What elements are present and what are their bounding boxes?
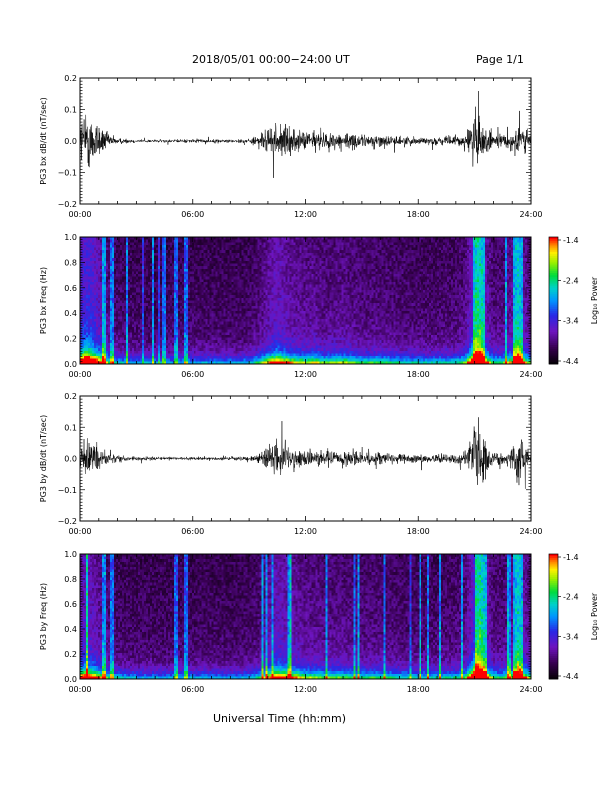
x-tick-label: 12:00 bbox=[294, 210, 317, 219]
y-tick-label: 0.2 bbox=[64, 650, 77, 659]
y-tick-label: 0.8 bbox=[64, 258, 77, 267]
x-tick-label: 24:00 bbox=[519, 527, 542, 536]
y-tick-label: 0.6 bbox=[64, 600, 77, 609]
colorbar-tick-label: -4.4 bbox=[563, 672, 579, 681]
colorbar-tick-label: -1.4 bbox=[563, 236, 579, 245]
x-tick-label: 00:00 bbox=[68, 370, 91, 379]
series-line bbox=[80, 91, 531, 178]
y-tick-label: 0.2 bbox=[64, 335, 77, 344]
y-tick-label: 0.2 bbox=[64, 392, 77, 401]
heatmap-cells bbox=[80, 237, 532, 365]
y-tick-label: 1.0 bbox=[64, 550, 77, 559]
y-tick-label: 0.0 bbox=[64, 455, 77, 464]
colorbar-tick-label: -4.4 bbox=[563, 357, 579, 366]
x-tick-label: 12:00 bbox=[294, 370, 317, 379]
x-tick-label: 06:00 bbox=[181, 370, 204, 379]
page-number: Page 1/1 bbox=[476, 53, 524, 66]
colorbar-tick-label: -2.4 bbox=[563, 593, 579, 602]
colorbar-tick-label: -3.4 bbox=[563, 317, 579, 326]
x-tick-label: 00:00 bbox=[68, 527, 91, 536]
colorbar: -1.4 -2.4 -3.4 -4.4 Log₁₀ Power bbox=[548, 553, 599, 681]
panel-3-axes: 00:00 06:00 12:00 18:00 24:00 0.2 0.1 0.0 −0.1 −0… bbox=[39, 392, 543, 536]
x-tick-label: 18:00 bbox=[407, 685, 430, 694]
colorbar-frame bbox=[548, 236, 559, 365]
y-axis-label: PG3 by Freq (Hz) bbox=[39, 583, 48, 650]
y-tick-label: −0.2 bbox=[58, 200, 77, 209]
x-tick-label: 24:00 bbox=[519, 210, 542, 219]
x-tick-label: 24:00 bbox=[519, 685, 542, 694]
y-tick-label: −0.2 bbox=[58, 517, 77, 526]
y-tick-label: 0.4 bbox=[64, 309, 77, 318]
colorbar-label: Log₁₀ Power bbox=[590, 276, 599, 324]
x-tick-label: 06:00 bbox=[181, 527, 204, 536]
y-tick-label: 0.0 bbox=[64, 137, 77, 146]
colorbar-tick-label: -3.4 bbox=[563, 632, 579, 641]
y-tick-label: −0.1 bbox=[58, 169, 77, 178]
x-tick-label: 12:00 bbox=[294, 527, 317, 536]
x-axis-label: Universal Time (hh:mm) bbox=[213, 712, 346, 725]
x-tick-label: 06:00 bbox=[181, 210, 204, 219]
x-tick-label: 06:00 bbox=[181, 685, 204, 694]
y-axis-label: PG3 bx Freq (Hz) bbox=[39, 267, 48, 334]
y-tick-label: 0.0 bbox=[64, 360, 77, 369]
colorbar: -1.4 -2.4 -3.4 -4.4 Log₁₀ Power bbox=[548, 236, 599, 366]
y-tick-label: 0.1 bbox=[64, 106, 77, 115]
x-tick-label: 00:00 bbox=[68, 210, 91, 219]
y-tick-label: 1.0 bbox=[64, 233, 77, 242]
x-tick-label: 12:00 bbox=[294, 685, 317, 694]
colorbar-tick-label: -2.4 bbox=[563, 276, 579, 285]
panel-4-axes: 00:00 06:00 12:00 18:00 24:00 1.0 0.8 0.6 0.4 0.2… bbox=[39, 550, 543, 694]
x-tick-label: 18:00 bbox=[407, 527, 430, 536]
y-tick-label: 0.2 bbox=[64, 74, 77, 83]
x-tick-label: 00:00 bbox=[68, 685, 91, 694]
y-tick-label: 0.4 bbox=[64, 625, 77, 634]
colorbar-tick-label: -1.4 bbox=[563, 553, 579, 562]
colorbar-frame bbox=[548, 553, 559, 680]
y-tick-label: 0.1 bbox=[64, 423, 77, 432]
x-tick-label: 18:00 bbox=[407, 370, 430, 379]
panel-2-axes: 00:00 06:00 12:00 18:00 24:00 1.0 0.8 0.6 0.4 0.2… bbox=[39, 233, 543, 379]
series-line bbox=[80, 417, 531, 489]
y-tick-label: 0.0 bbox=[64, 675, 77, 684]
x-tick-label: 24:00 bbox=[519, 370, 542, 379]
y-axis-label: PG3 bx dB/dt (nT/sec) bbox=[39, 97, 48, 184]
y-tick-label: 0.8 bbox=[64, 575, 77, 584]
y-axis-label: PG3 by dB/dt (nT/sec) bbox=[39, 415, 48, 502]
x-tick-label: 18:00 bbox=[407, 210, 430, 219]
panel-1-axes: 00:00 06:00 12:00 18:00 24:00 0.2 0.1 0.0 −0.1 −0… bbox=[39, 74, 543, 219]
colorbar-label: Log₁₀ Power bbox=[590, 592, 599, 640]
page-title: 2018/05/01 00:00−24:00 UT bbox=[192, 53, 350, 66]
y-tick-label: −0.1 bbox=[58, 486, 77, 495]
heatmap-cells bbox=[80, 554, 532, 680]
y-tick-label: 0.6 bbox=[64, 284, 77, 293]
